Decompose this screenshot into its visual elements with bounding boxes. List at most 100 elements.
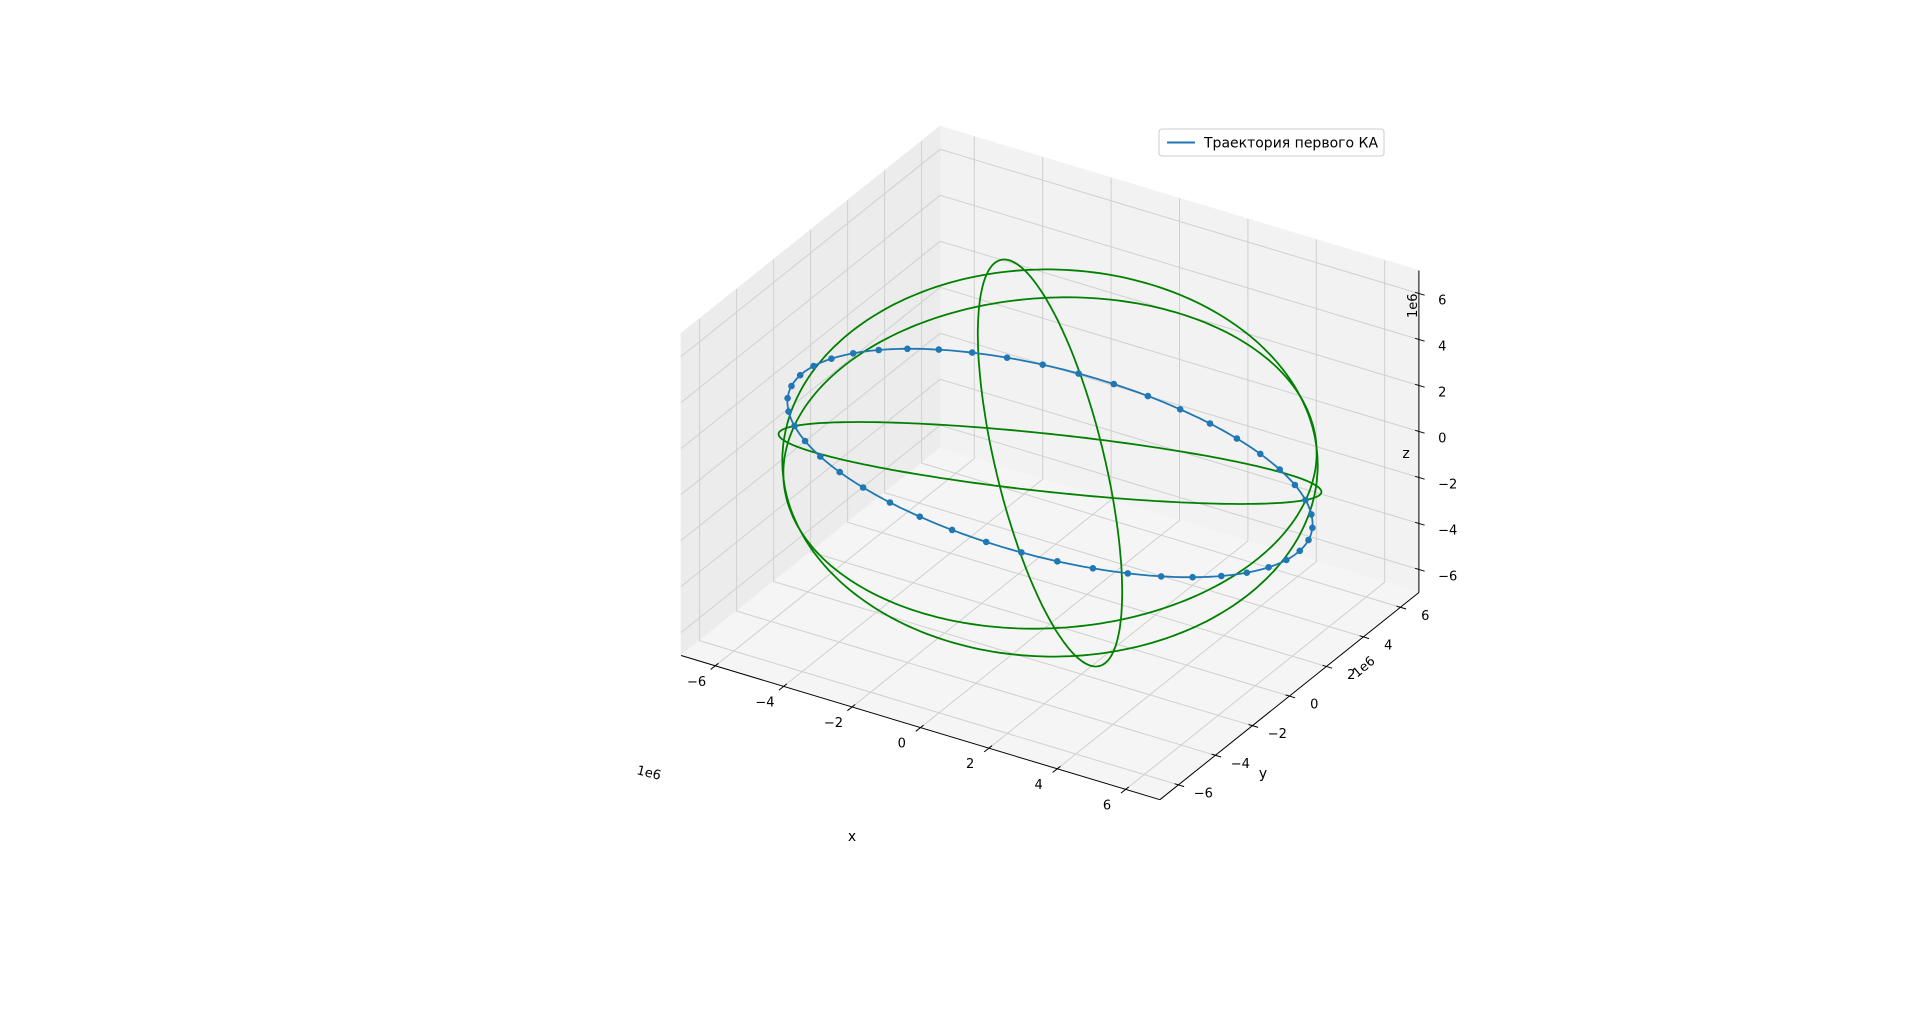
series-marker — [1305, 536, 1312, 544]
y-axis-label: y — [1259, 766, 1267, 782]
y-grid-line — [773, 259, 1253, 727]
series-marker — [1176, 406, 1184, 413]
series-marker — [1257, 450, 1264, 458]
x-tick-label: 2 — [966, 757, 974, 772]
x-tick-label: 4 — [1034, 778, 1042, 793]
series-marker — [1157, 573, 1165, 580]
y-tick-label: 4 — [1384, 638, 1392, 653]
series-marker — [982, 538, 990, 546]
y-tick-mark — [1396, 605, 1407, 610]
z-tick-label: 4 — [1438, 339, 1446, 354]
x-tick-mark — [983, 745, 993, 753]
z-tick-label: 0 — [1438, 431, 1446, 446]
x-tick-mark — [778, 683, 788, 691]
series-marker — [1124, 570, 1132, 577]
series-layer — [777, 258, 1323, 668]
series-marker — [817, 453, 824, 460]
x-tick-label: 0 — [898, 737, 906, 752]
grid-lines — [680, 136, 1420, 790]
y-tick-label: 0 — [1310, 698, 1318, 713]
series-marker — [836, 468, 843, 476]
z-tick-label: −2 — [1438, 477, 1457, 492]
z-grid-line — [680, 194, 1420, 403]
y-tick-label: −2 — [1268, 727, 1287, 742]
series-marker — [1089, 565, 1097, 572]
series-marker — [1110, 380, 1118, 388]
y-tick-mark — [1322, 664, 1333, 669]
z-tick-mark — [1414, 383, 1425, 388]
series-marker — [1018, 549, 1025, 556]
series-marker — [1144, 392, 1152, 400]
z-offset-text: 1e6 — [1406, 293, 1421, 318]
series-marker — [935, 346, 943, 353]
y-grid-line — [736, 289, 1216, 756]
series-marker — [875, 346, 882, 354]
series-marker — [785, 408, 792, 415]
series-line-orbit — [781, 268, 1319, 658]
y-tick-label: −6 — [1194, 786, 1213, 801]
series-marker — [801, 437, 809, 445]
series-marker — [1039, 361, 1046, 369]
z-tick-label: 2 — [1438, 385, 1446, 400]
series-marker — [1308, 511, 1315, 518]
series-marker — [1296, 547, 1304, 555]
tick-labels: −6 −4 −2 0 2 4 6 −6 −4 −2 0 2 4 6 −6 −4 −2 0 2 4 6 — [687, 293, 1457, 813]
x-grid-line — [783, 157, 1044, 687]
x-grid-line — [1125, 260, 1386, 790]
z-tick-label: −4 — [1438, 523, 1457, 538]
legend-frame — [1158, 128, 1385, 157]
y-grid-line — [921, 141, 1401, 608]
x-tick-mark — [710, 662, 719, 670]
y-grid-line — [699, 318, 1179, 786]
series-marker — [1003, 354, 1011, 362]
tick-marks — [710, 291, 1425, 794]
x-tick-label: −2 — [824, 716, 843, 731]
series-marker — [968, 349, 976, 356]
x-tick-mark — [1120, 786, 1130, 794]
series-marker — [948, 526, 956, 534]
series-marker — [796, 371, 804, 379]
series-line-orbit — [782, 296, 1318, 630]
x-grid-line — [1056, 239, 1317, 770]
series-marker — [791, 422, 798, 430]
z-tick-mark — [1414, 567, 1425, 572]
series-marker — [1276, 466, 1283, 473]
y-grid-line — [847, 200, 1327, 667]
x-tick-mark — [915, 724, 924, 732]
z-grid-line — [680, 332, 1420, 541]
y-tick-mark — [1211, 753, 1222, 758]
series-marker — [1243, 569, 1251, 576]
series-marker — [886, 499, 894, 506]
series-marker — [828, 355, 835, 363]
x-tick-label: 6 — [1103, 798, 1111, 813]
series-marker — [1291, 481, 1299, 489]
x-grid-line — [714, 136, 975, 667]
series-line-orbit — [976, 258, 1124, 668]
y-tick-label: 2 — [1347, 668, 1355, 683]
series-marker — [904, 345, 911, 353]
z-tick-mark — [1414, 291, 1425, 296]
legend-entry-label: Траектория первого КА — [1203, 136, 1378, 152]
series-marker — [849, 350, 857, 357]
series-marker — [1054, 558, 1061, 565]
z-tick-mark — [1414, 521, 1425, 526]
x-axis-label: x — [848, 829, 856, 845]
y-tick-mark — [1248, 724, 1259, 728]
series-marker — [1302, 496, 1309, 504]
x-grid-line — [920, 198, 1180, 728]
series-line-orbit — [777, 421, 1323, 505]
y-tick-mark — [1174, 783, 1185, 788]
y-grid-line — [884, 170, 1364, 638]
series-marker — [1206, 420, 1214, 427]
z-tick-mark — [1414, 429, 1425, 434]
z-tick-label: 6 — [1438, 293, 1446, 308]
series-marker — [784, 394, 791, 402]
z-grid-line — [680, 240, 1420, 449]
series-marker — [1233, 435, 1241, 442]
series-marker — [1075, 370, 1082, 377]
z-tick-label: −6 — [1438, 569, 1457, 584]
y-tick-mark — [1359, 635, 1370, 640]
series-marker — [1309, 524, 1316, 532]
z-grid-line — [680, 148, 1420, 357]
